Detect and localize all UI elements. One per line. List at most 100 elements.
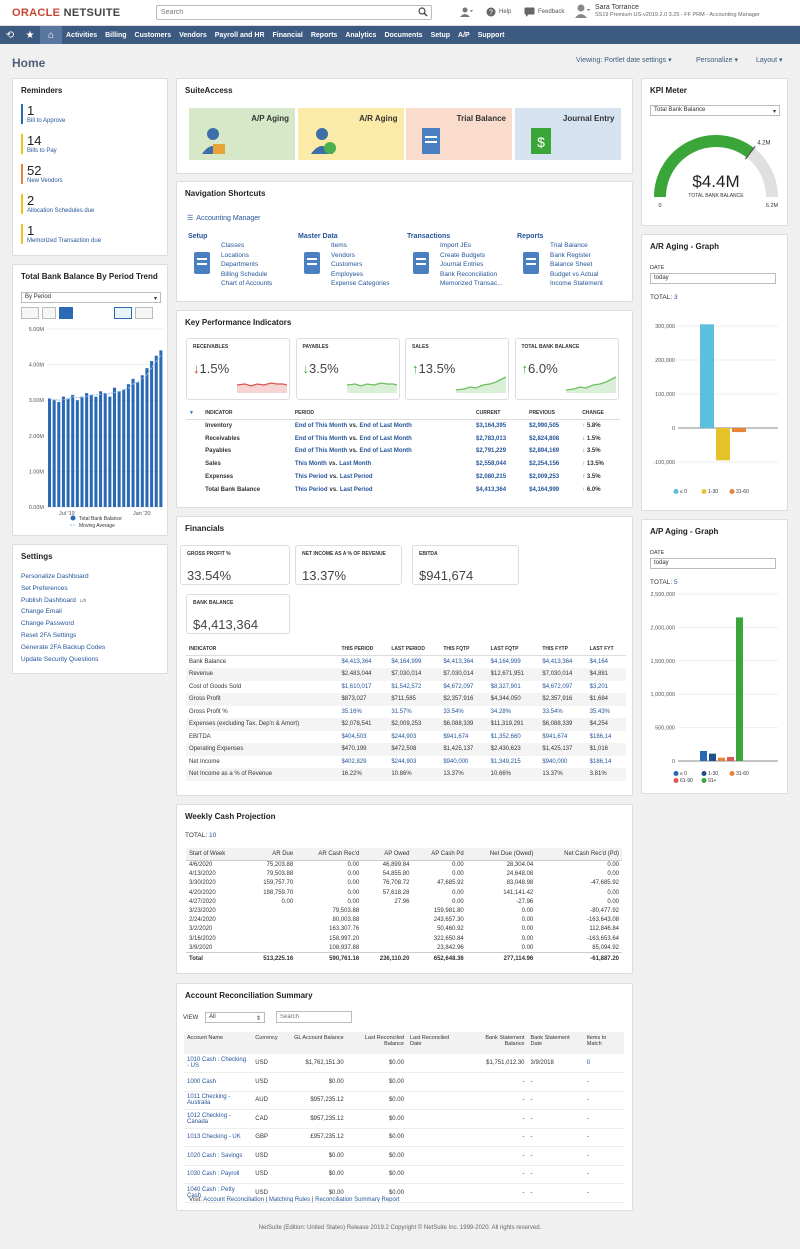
recon-visit-link[interactable]: Matching Rules [268,1197,311,1203]
trend-bar[interactable] [150,361,154,507]
trend-bar[interactable] [122,389,126,507]
shortcut-link[interactable]: Import JEs [440,242,472,249]
settings-link[interactable]: Generate 2FA Backup Codes [21,644,105,651]
aging-bar[interactable] [732,428,746,433]
help-link[interactable]: ? Help [486,7,511,17]
financials-cell[interactable]: $4,413,364 [341,659,372,665]
financials-cell[interactable]: $4,413,364 [542,659,573,665]
weekly-column-header[interactable]: Start of Week [186,848,246,861]
settings-link[interactable]: Personalize Dashboard [21,573,89,580]
kpi-cur[interactable]: $2,791,229 [476,448,507,455]
financials-cell[interactable]: 33.54% [542,708,563,715]
nav-a-p[interactable]: A/P [458,31,470,39]
nav-support[interactable]: Support [477,31,505,39]
shortcut-link[interactable]: Trial Balance [550,242,588,249]
shortcut-link[interactable]: Billing Schedule [221,270,268,278]
aging-bar[interactable] [718,757,725,761]
kpi-prev[interactable]: $2,894,169 [529,448,560,455]
recon-account-link[interactable]: 1013 Checking - UK [187,1134,241,1141]
shortcut-link[interactable]: Locations [221,251,249,259]
recon-column-header[interactable]: Currency [252,1032,287,1054]
suiteaccess-tile-journal-entry[interactable]: Journal Entry $ [514,108,621,160]
wave-chart-icon[interactable] [135,307,153,319]
financials-cell[interactable]: $1,349,215 [490,758,521,765]
personalize-menu[interactable]: Personalize ▾ [696,57,739,64]
financials-cell[interactable]: 33.54% [443,708,464,715]
nav-billing[interactable]: Billing [105,31,127,39]
financials-cell[interactable]: $8,327,901 [490,683,521,690]
trend-bar[interactable] [99,391,103,507]
global-search-input[interactable] [156,5,432,20]
financials-cell[interactable]: $404,503 [341,733,367,740]
financials-cell[interactable]: $941,674 [443,733,469,740]
financials-cell[interactable]: $3,201 [589,683,609,690]
trend-bar[interactable] [159,350,163,507]
view-select[interactable]: All ⇕ [205,1012,265,1023]
settings-link[interactable]: Change Email [21,608,62,615]
trend-bar[interactable] [85,393,89,507]
bar-chart-icon[interactable] [59,307,73,319]
recon-column-header[interactable]: GL Account Balance [286,1032,347,1054]
financials-cell[interactable]: $940,000 [443,758,469,765]
financials-cell[interactable]: 35.43% [589,708,611,715]
list-chart-icon[interactable] [42,307,56,319]
recon-column-header[interactable]: Last Reconciled Date [406,1032,464,1054]
portlet-date-settings-menu[interactable]: Viewing: Portlet date settings ▾ [576,57,672,64]
kpi-prev[interactable]: $2,824,808 [529,435,560,442]
weekly-column-header[interactable]: Net Cash Rec'd (Pd) [536,848,622,861]
financials-cell[interactable]: $402,829 [341,758,367,765]
kpi-prev[interactable]: $2,009,253 [529,474,560,481]
trend-bar[interactable] [112,387,116,507]
kpi-prev[interactable]: $2,254,156 [529,461,560,468]
shortcut-link[interactable]: Classes [221,242,245,249]
shortcut-link[interactable]: Balance Sheet [550,261,593,268]
trend-bar[interactable] [131,378,135,507]
trend-bar[interactable] [66,398,70,507]
star-icon[interactable]: ★ [25,29,35,41]
weekly-column-header[interactable]: AP Owed [362,848,413,861]
financials-cell[interactable]: 35.16% [341,708,362,715]
reminder-item[interactable]: 1 Memorized Transaction due [21,224,101,244]
home-icon[interactable]: ⌂ [40,26,62,44]
nav-financial[interactable]: Financial [272,31,303,39]
kpi-cur[interactable]: $3,164,395 [476,423,507,430]
area-chart-icon[interactable] [21,307,39,319]
kpi-period[interactable]: This Period vs. Last Period [292,483,473,496]
financials-cell[interactable]: 34.28% [490,708,512,715]
recon-column-header[interactable]: Last Reconciled Balance [346,1032,407,1054]
recon-visit-link[interactable]: Reconciliation Summary Report [315,1197,400,1203]
shortcut-link[interactable]: Journal Entries [440,261,484,268]
financials-cell[interactable]: $244,903 [391,758,417,765]
shortcut-link[interactable]: Vendors [331,251,355,259]
kpi-box-total-bank-balance[interactable]: TOTAL BANK BALANCE ↑6.0% [514,338,619,400]
ap-date-input[interactable]: today [650,558,776,569]
trend-bar[interactable] [71,394,75,507]
shortcut-link[interactable]: Customers [331,261,363,268]
weekly-column-header[interactable]: Net Due (Owed) [466,848,537,861]
kpi-period[interactable]: End of This Month vs. End of Last Month [292,420,473,433]
trend-bar[interactable] [126,384,130,507]
financials-cell[interactable]: $1,352,660 [490,733,521,740]
suiteaccess-tile-a-p-aging[interactable]: A/P Aging [189,108,295,160]
recon-account-link[interactable]: 1012 Checking - Canada [187,1112,231,1125]
financials-cell[interactable]: $4,672,097 [542,683,573,690]
shortcut-link[interactable]: Budget vs Actual [550,270,599,278]
recon-account-link[interactable]: 1030 Cash : Payroll [187,1171,240,1178]
shortcut-link[interactable]: Chart of Accounts [221,280,273,287]
financials-cell[interactable]: $186,14 [589,758,612,765]
trend-bar[interactable] [103,393,107,507]
search-icon[interactable] [418,7,428,17]
kpi-period[interactable]: End of This Month vs. End of Last Month [292,445,473,458]
trend-bar[interactable] [80,396,84,507]
shortcut-link[interactable]: Create Budgets [440,251,486,259]
recon-column-header[interactable]: Items to Match [583,1032,624,1054]
line-chart-icon[interactable] [114,307,132,319]
trend-bar[interactable] [89,394,93,507]
recon-account-link[interactable]: 1000 Cash [187,1078,217,1085]
recon-account-link[interactable]: 1010 Cash : Checking - US [187,1057,247,1069]
financial-box-bank-balance[interactable]: BANK BALANCE $4,413,364 [186,594,290,634]
aging-bar[interactable] [727,756,734,761]
nav-activities[interactable]: Activities [66,31,98,39]
reminder-item[interactable]: 14 Bills to Pay [21,134,57,154]
shortcut-link[interactable]: Employees [331,270,364,278]
